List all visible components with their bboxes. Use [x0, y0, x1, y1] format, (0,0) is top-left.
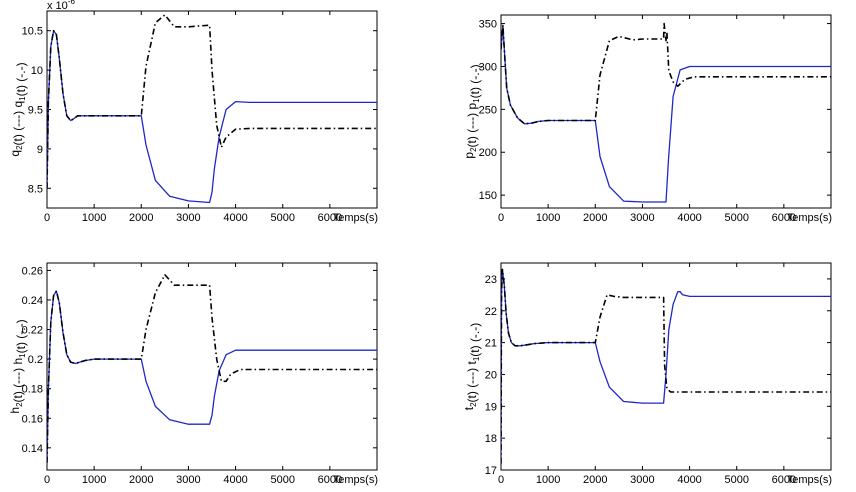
- x-tick-label: 0: [44, 474, 50, 486]
- y-tick-label: 350: [479, 19, 497, 31]
- x-tick-label: 1000: [536, 212, 560, 224]
- x-tick-label: 4000: [223, 474, 247, 486]
- x-axis-label: Temps(s): [787, 474, 832, 486]
- x-tick-label: 6000: [772, 212, 796, 224]
- y-tick-label: 9: [37, 144, 43, 156]
- x-tick-label: 1000: [82, 212, 106, 224]
- x-tick-label: 6000: [318, 212, 342, 224]
- x-tick-label: 0: [498, 212, 504, 224]
- x-tick-label: 6000: [772, 474, 796, 486]
- x-tick-label: 5000: [270, 212, 294, 224]
- series-dashdot-line: [47, 14, 377, 189]
- y-tick-label: 0.24: [22, 295, 43, 307]
- axes-frame: [46, 262, 378, 471]
- x-tick-label: 4000: [677, 212, 701, 224]
- y-tick-label: 20: [485, 369, 497, 381]
- y-tick-label: 0.16: [22, 413, 43, 425]
- x-tick-label: 5000: [724, 212, 748, 224]
- y-tick-label: 17: [485, 465, 497, 477]
- x-tick-label: 3000: [176, 212, 200, 224]
- series-group: [501, 268, 831, 464]
- series-dashdot-line: [47, 274, 377, 463]
- series-group: [47, 274, 377, 463]
- x-axis-label: Temps(s): [333, 474, 378, 486]
- y-tick-label: 0.26: [22, 265, 43, 277]
- x-tick-label: 6000: [318, 474, 342, 486]
- y-axis-label: h2(t) (---) h1(t) (-.-): [8, 319, 28, 413]
- y-tick-label: 9.5: [28, 105, 43, 117]
- y-axis-label: q2(t) (---) q1(t) (-.-): [8, 62, 28, 156]
- y-tick-label: 150: [479, 190, 497, 202]
- y-tick-label: 8.5: [28, 183, 43, 195]
- x-tick-label: 3000: [630, 474, 654, 486]
- x-tick-label: 3000: [176, 474, 200, 486]
- y-tick-label: 0.18: [22, 384, 43, 396]
- y-tick-label: 19: [485, 401, 497, 413]
- x-tick-label: 1000: [82, 474, 106, 486]
- y-tick-label: 18: [485, 433, 497, 445]
- y-tick-label: 250: [479, 104, 497, 116]
- x-tick-label: 4000: [223, 212, 247, 224]
- y-tick-label: 21: [485, 338, 497, 350]
- series-dashdot-line: [501, 268, 831, 464]
- x-tick-label: 1000: [536, 474, 560, 486]
- y-tick-label: 200: [479, 147, 497, 159]
- x-tick-label: 0: [44, 212, 50, 224]
- y-axis-label: p2(t) (---) p1(t) (-.-): [462, 64, 482, 158]
- y-tick-label: 22: [485, 306, 497, 318]
- y-tick-label: 10: [31, 65, 43, 77]
- y-tick-label: 300: [479, 61, 497, 73]
- x-tick-label: 0: [498, 474, 504, 486]
- x-tick-label: 5000: [270, 474, 294, 486]
- x-tick-label: 2000: [583, 474, 607, 486]
- x-tick-label: 5000: [724, 474, 748, 486]
- x-axis-label: Temps(s): [333, 212, 378, 224]
- axes-frame: [500, 14, 832, 209]
- x-tick-label: 2000: [583, 212, 607, 224]
- series-group: [501, 22, 831, 203]
- x-tick-label: 2000: [129, 212, 153, 224]
- x-axis-label: Temps(s): [787, 212, 832, 224]
- y-tick-label: 23: [485, 274, 497, 286]
- series-solid-line: [501, 268, 831, 464]
- x-tick-label: 2000: [129, 474, 153, 486]
- axes-frame: [46, 10, 378, 209]
- x-tick-label: 4000: [677, 474, 701, 486]
- y-tick-label: 0.2: [28, 354, 43, 366]
- series-group: [47, 14, 377, 204]
- y-tick-label: 10.5: [22, 26, 43, 38]
- y-exponent-label: x 10-6: [47, 0, 75, 12]
- series-dashdot-line: [501, 22, 831, 125]
- y-axis-label: t2(t) (---) t1(t) (-.-): [462, 323, 482, 411]
- y-tick-label: 0.14: [22, 443, 43, 455]
- x-tick-label: 3000: [630, 212, 654, 224]
- y-tick-label: 0.22: [22, 325, 43, 337]
